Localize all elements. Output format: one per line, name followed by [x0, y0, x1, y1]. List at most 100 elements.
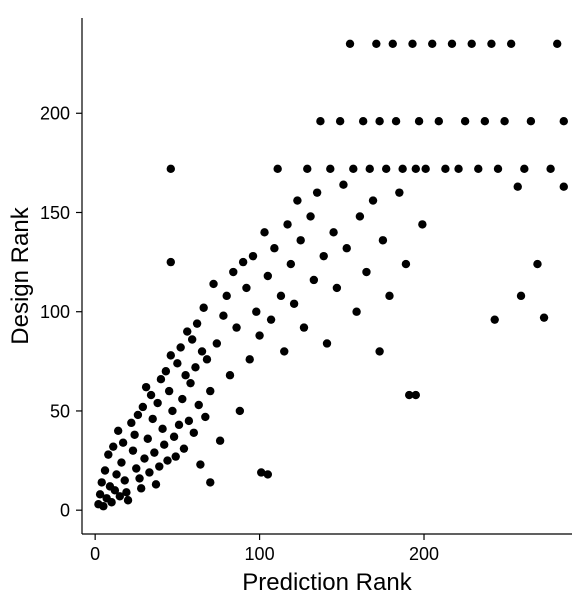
data-point: [165, 387, 173, 395]
data-point: [303, 165, 311, 173]
data-point: [99, 502, 107, 510]
data-point: [195, 401, 203, 409]
data-point: [264, 272, 272, 280]
data-point: [139, 403, 147, 411]
y-tick-label: 0: [60, 500, 70, 520]
data-point: [339, 181, 347, 189]
data-point: [296, 236, 304, 244]
data-point: [162, 367, 170, 375]
data-point: [560, 117, 568, 125]
data-point: [356, 212, 364, 220]
data-point: [104, 450, 112, 458]
data-point: [372, 40, 380, 48]
data-point: [385, 292, 393, 300]
data-point: [441, 165, 449, 173]
data-point: [144, 435, 152, 443]
data-point: [191, 363, 199, 371]
data-point: [147, 391, 155, 399]
data-point: [173, 359, 181, 367]
data-point: [167, 165, 175, 173]
y-tick-label: 50: [50, 401, 70, 421]
data-point: [323, 339, 331, 347]
data-point: [109, 442, 117, 450]
x-tick-label: 0: [90, 544, 100, 564]
data-point: [280, 347, 288, 355]
data-point: [183, 327, 191, 335]
data-point: [153, 399, 161, 407]
data-point: [180, 444, 188, 452]
data-point: [520, 165, 528, 173]
data-point: [252, 308, 260, 316]
data-point: [216, 437, 224, 445]
data-point: [375, 117, 383, 125]
data-point: [514, 182, 522, 190]
data-point: [546, 165, 554, 173]
data-point: [163, 456, 171, 464]
data-point: [119, 439, 127, 447]
data-point: [408, 40, 416, 48]
data-point: [379, 236, 387, 244]
data-point: [152, 480, 160, 488]
data-point: [135, 474, 143, 482]
data-point: [540, 313, 548, 321]
data-point: [362, 268, 370, 276]
data-point: [333, 284, 341, 292]
data-point: [149, 415, 157, 423]
data-point: [140, 454, 148, 462]
data-point: [316, 117, 324, 125]
data-point: [157, 375, 165, 383]
data-point: [448, 40, 456, 48]
data-point: [134, 411, 142, 419]
data-point: [402, 260, 410, 268]
data-point: [150, 448, 158, 456]
data-point: [172, 452, 180, 460]
data-point: [553, 40, 561, 48]
data-point: [306, 212, 314, 220]
data-point: [239, 258, 247, 266]
data-point: [160, 440, 168, 448]
data-point: [132, 464, 140, 472]
data-point: [129, 446, 137, 454]
data-point: [155, 462, 163, 470]
data-point: [167, 258, 175, 266]
data-point: [369, 196, 377, 204]
data-point: [468, 40, 476, 48]
y-tick-label: 100: [40, 302, 70, 322]
data-point: [435, 117, 443, 125]
data-point: [178, 395, 186, 403]
data-point: [168, 407, 176, 415]
data-point: [206, 478, 214, 486]
x-tick-label: 200: [409, 544, 439, 564]
data-point: [219, 311, 227, 319]
data-point: [527, 117, 535, 125]
data-point: [201, 413, 209, 421]
data-point: [130, 431, 138, 439]
data-point: [226, 371, 234, 379]
data-point: [246, 355, 254, 363]
data-point: [560, 182, 568, 190]
data-point: [395, 188, 403, 196]
data-point: [117, 458, 125, 466]
data-point: [188, 335, 196, 343]
data-point: [349, 165, 357, 173]
data-point: [236, 407, 244, 415]
data-point: [176, 343, 184, 351]
data-point: [145, 468, 153, 476]
data-point: [213, 339, 221, 347]
data-point: [491, 315, 499, 323]
x-tick-label: 100: [245, 544, 275, 564]
y-tick-label: 200: [40, 104, 70, 124]
data-point: [264, 470, 272, 478]
data-point: [255, 331, 263, 339]
scatter-chart: 0100200050100150200Prediction RankDesign…: [0, 0, 584, 600]
data-point: [359, 117, 367, 125]
data-point: [293, 196, 301, 204]
data-point: [454, 165, 462, 173]
data-point: [267, 315, 275, 323]
data-point: [517, 292, 525, 300]
data-point: [277, 292, 285, 300]
data-point: [223, 292, 231, 300]
chart-svg: 0100200050100150200Prediction RankDesign…: [0, 0, 584, 600]
data-point: [313, 188, 321, 196]
data-point: [199, 304, 207, 312]
